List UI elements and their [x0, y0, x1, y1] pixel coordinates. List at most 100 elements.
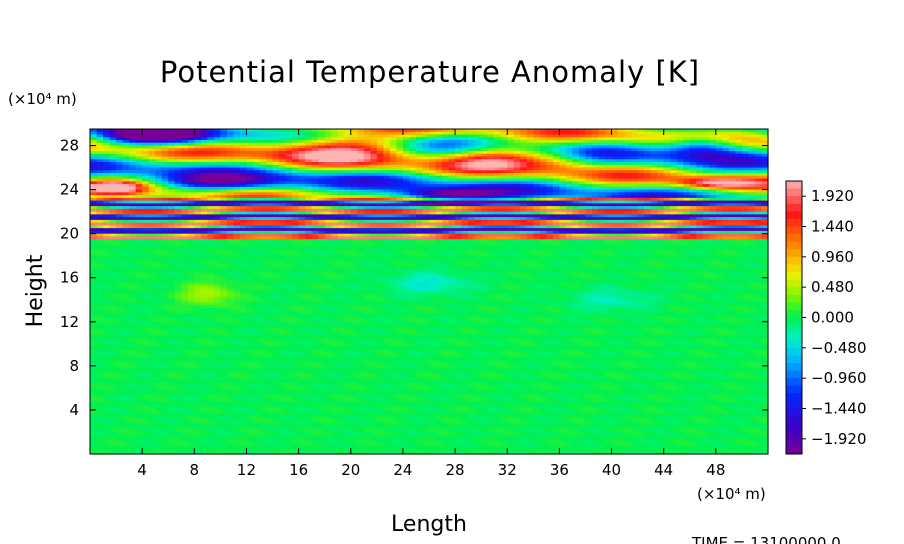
heatmap-cell [376, 159, 384, 163]
heatmap-cell [559, 140, 567, 144]
heatmap-cell [194, 170, 202, 174]
heatmap-cell [305, 175, 313, 180]
heatmap-cell [500, 151, 508, 155]
heatmap-cell [644, 192, 652, 196]
heatmap-cell [689, 156, 697, 160]
heatmap-cell [96, 140, 104, 144]
heatmap-cell [415, 170, 424, 174]
heatmap-cell [429, 129, 437, 133]
heatmap-cell [389, 145, 397, 149]
heatmap-cell [754, 195, 763, 199]
heatmap-cell [324, 137, 332, 141]
heatmap-cell [142, 181, 150, 185]
heatmap-cell [148, 170, 156, 174]
heatmap-cell [246, 162, 254, 166]
heatmap-cell [507, 159, 515, 163]
heatmap-cell [520, 137, 528, 141]
heatmap-cell [559, 175, 567, 180]
heatmap-cell [513, 153, 521, 158]
heatmap-cell [520, 134, 528, 138]
heatmap-cell [455, 164, 463, 169]
heatmap-cell [754, 186, 763, 191]
heatmap-cell [611, 134, 619, 138]
heatmap-cell [663, 151, 671, 155]
heatmap-cell [461, 197, 469, 202]
heatmap-cell [429, 186, 437, 191]
heatmap-cell [337, 159, 345, 163]
heatmap-cell [676, 181, 684, 185]
heatmap-cell [187, 175, 195, 180]
heatmap-cell [429, 156, 437, 160]
heatmap-cell [259, 131, 267, 136]
heatmap-cell [474, 167, 482, 171]
heatmap-cell [142, 140, 150, 144]
heatmap-cell [279, 195, 287, 199]
heatmap-cell [311, 129, 319, 133]
heatmap-cell [539, 153, 547, 158]
heatmap-cell [396, 159, 404, 163]
heatmap-cell [637, 162, 645, 166]
heatmap-cell [572, 151, 580, 155]
heatmap-cell [644, 162, 652, 166]
heatmap-cell [226, 195, 235, 199]
heatmap-cell [187, 145, 195, 149]
heatmap-cell [735, 178, 743, 182]
heatmap-cell [181, 184, 189, 188]
heatmap-cell [109, 167, 117, 171]
heatmap-cell [442, 197, 450, 202]
heatmap-cell [585, 189, 593, 193]
heatmap-cell [396, 200, 404, 204]
heatmap-cell [709, 197, 717, 202]
heatmap-cell [246, 197, 254, 202]
heatmap-cell [181, 192, 189, 196]
heatmap-cell [298, 178, 306, 182]
heatmap-cell [748, 186, 756, 191]
heatmap-cell [494, 129, 502, 133]
heatmap-cell [376, 186, 384, 191]
heatmap-cell [533, 175, 541, 180]
heatmap-cell [220, 148, 228, 152]
heatmap-cell [259, 203, 267, 207]
heatmap-cell [168, 175, 176, 180]
heatmap-cell [337, 164, 345, 169]
heatmap-cell [168, 145, 176, 149]
heatmap-cell [90, 140, 98, 144]
heatmap-cell [552, 173, 560, 177]
heatmap-cell [298, 129, 306, 133]
heatmap-cell [435, 192, 443, 196]
heatmap-cell [689, 148, 697, 152]
heatmap-cell [461, 184, 469, 188]
heatmap-cell [422, 197, 430, 202]
heatmap-cell [565, 186, 574, 191]
heatmap-cell [429, 131, 437, 136]
heatmap-cell [161, 178, 169, 182]
heatmap-cell [415, 159, 424, 163]
heatmap-cell [605, 200, 613, 204]
heatmap-cell [676, 153, 684, 158]
heatmap-cell [337, 151, 345, 155]
heatmap-cell [631, 170, 639, 174]
heatmap-cell [631, 129, 639, 133]
heatmap-cell [311, 167, 319, 171]
heatmap-cell [611, 142, 619, 147]
heatmap-cell [324, 178, 332, 182]
heatmap-cell [578, 173, 587, 177]
heatmap-cell [213, 170, 221, 174]
heatmap-cell [539, 156, 547, 160]
heatmap-cell [676, 170, 684, 174]
heatmap-cell [298, 173, 306, 177]
heatmap-cell [689, 131, 697, 136]
heatmap-cell [500, 162, 508, 166]
heatmap-cell [591, 145, 600, 149]
heatmap-cell [657, 151, 665, 155]
heatmap-cell [552, 156, 560, 160]
heatmap-cell [142, 137, 150, 141]
heatmap-cell [96, 153, 104, 158]
heatmap-cell [292, 142, 300, 147]
heatmap-cell [226, 142, 235, 147]
heatmap-cell [539, 170, 547, 174]
heatmap-cell [761, 173, 769, 177]
heatmap-cell [435, 181, 443, 185]
heatmap-cell [194, 186, 202, 191]
heatmap-cell [507, 153, 515, 158]
